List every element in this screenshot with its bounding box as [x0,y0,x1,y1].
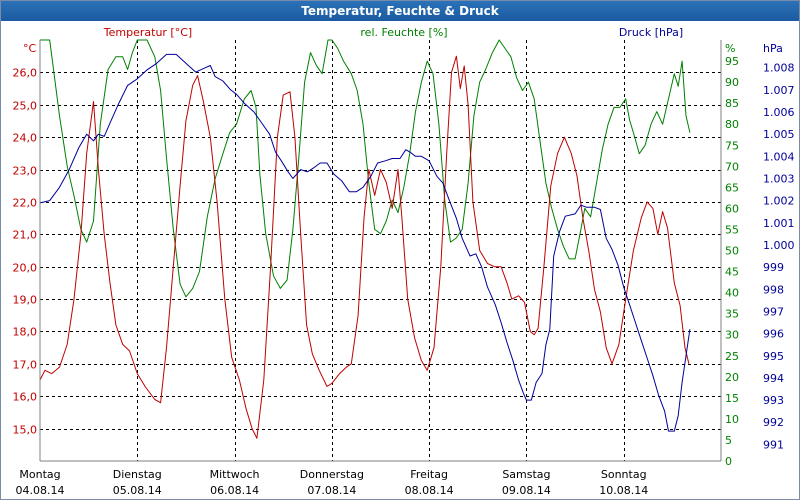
x-tick-day: Sonntag [601,468,647,481]
humidity-unit: % [725,42,735,55]
tick-labels: Montag04.08.14Dienstag05.08.14Mittwoch06… [13,55,795,497]
pressure-unit: hPa [763,42,783,55]
temperature-tick: 15,0 [13,424,38,437]
temperature-tick: 19,0 [13,294,38,307]
pressure-tick: 992 [763,416,784,429]
pressure-axis-label: Druck [hPa] [619,26,683,39]
pressure-tick: 995 [763,350,784,363]
humidity-tick: 75 [725,139,739,152]
temperature-tick: 17,0 [13,359,38,372]
pressure-tick: 1.003 [763,172,795,185]
x-tick-day: Samstag [502,468,550,481]
temperature-tick: 21,0 [13,229,38,242]
pressure-tick: 1.005 [763,128,795,141]
humidity-tick: 45 [725,266,739,279]
humidity-tick: 85 [725,97,739,110]
humidity-tick: 30 [725,329,739,342]
x-tick-date: 06.08.14 [210,484,259,497]
humidity-tick: 35 [725,308,739,321]
humidity-tick: 25 [725,350,739,363]
grid [40,40,721,461]
pressure-tick: 993 [763,394,784,407]
humidity-tick: 10 [725,413,739,426]
pressure-tick: 1.000 [763,239,795,252]
temperature-tick: 18,0 [13,326,38,339]
pressure-tick: 1.007 [763,84,795,97]
temperature-tick: 23,0 [13,165,38,178]
temperature-tick: 16,0 [13,391,38,404]
pressure-tick: 996 [763,328,784,341]
humidity-tick: 40 [725,287,739,300]
x-tick-day: Dienstag [113,468,162,481]
pressure-tick: 998 [763,283,784,296]
pressure-tick: 1.004 [763,150,795,163]
humidity-tick: 95 [725,55,739,68]
plot-area [40,40,721,461]
humidity-tick: 90 [725,76,739,89]
temperature-tick: 25,0 [13,100,38,113]
humidity-tick: 55 [725,223,739,236]
humidity-tick: 70 [725,160,739,173]
humidity-tick: 5 [725,434,732,447]
humidity-tick: 60 [725,202,739,215]
temperature-axis-label: Temperatur [°C] [103,26,192,39]
pressure-tick: 1.008 [763,62,795,75]
x-tick-date: 08.08.14 [405,484,454,497]
chart-title: Temperatur, Feuchte & Druck [1,1,799,21]
pressure-tick: 1.006 [763,106,795,119]
temperature-tick: 26,0 [13,67,38,80]
pressure-tick: 991 [763,438,784,451]
x-tick-date: 04.08.14 [16,484,65,497]
pressure-line [39,53,691,432]
humidity-tick: 15 [725,392,739,405]
temperature-tick: 24,0 [13,132,38,145]
temperature-line [39,55,690,439]
humidity-line [40,39,691,298]
pressure-tick: 1.002 [763,195,795,208]
humidity-tick: 80 [725,118,739,131]
x-tick-day: Montag [19,468,60,481]
x-tick-day: Mittwoch [210,468,260,481]
x-tick-day: Donnerstag [300,468,364,481]
pressure-tick: 994 [763,372,784,385]
humidity-tick: 65 [725,181,739,194]
x-tick-date: 10.08.14 [599,484,648,497]
humidity-tick: 50 [725,245,739,258]
x-tick-day: Freitag [410,468,448,481]
temperature-tick: 22,0 [13,197,38,210]
temperature-unit: °C [23,42,37,55]
x-tick-date: 05.08.14 [113,484,162,497]
temperature-tick: 20,0 [13,262,38,275]
humidity-tick: 20 [725,371,739,384]
x-tick-date: 07.08.14 [307,484,356,497]
humidity-tick: 0 [725,455,732,468]
x-tick-date: 09.08.14 [502,484,551,497]
pressure-tick: 999 [763,261,784,274]
series-lines [39,39,691,439]
humidity-axis-label: rel. Feuchte [%] [360,26,447,39]
pressure-tick: 997 [763,305,784,318]
pressure-tick: 1.001 [763,217,795,230]
